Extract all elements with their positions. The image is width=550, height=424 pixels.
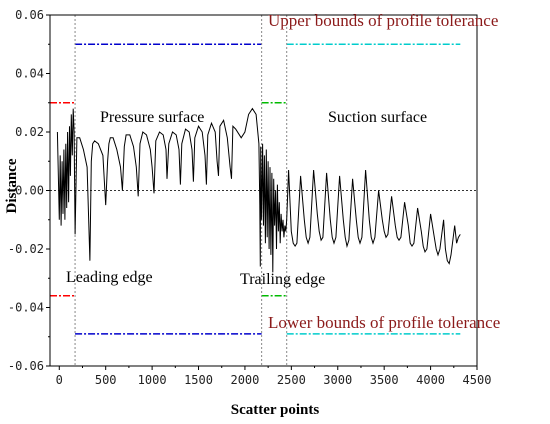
x-tick-label-1: 500 <box>95 373 117 387</box>
y-tick-label-0: -0.06 <box>8 359 44 373</box>
y-tick-label-5: 0.04 <box>15 67 44 81</box>
region-boundary-lines <box>74 15 288 366</box>
x-tick-label-0: 0 <box>56 373 63 387</box>
lower-bounds-label: Lower bounds of profile tolerance <box>268 313 500 332</box>
y-tick-label-2: -0.02 <box>8 242 44 256</box>
y-axis-ticks: -0.06 -0.04 -0.02 0.00 0.02 0.04 0.06 <box>8 8 50 373</box>
series-line <box>56 107 461 273</box>
x-tick-label-2: 1000 <box>138 373 167 387</box>
pressure-surface-label: Pressure surface <box>100 109 204 126</box>
y-tick-label-1: -0.04 <box>8 301 44 315</box>
x-tick-label-5: 2500 <box>277 373 306 387</box>
y-tick-label-3: 0.00 <box>15 184 44 198</box>
trailing-edge-label: Trailing edge <box>240 271 325 288</box>
suction-surface-label: Suction surface <box>328 109 427 126</box>
x-tick-label-3: 1500 <box>184 373 213 387</box>
x-tick-label-7: 3500 <box>370 373 399 387</box>
upper-bounds-label: Upper bounds of profile tolerance <box>268 11 498 30</box>
x-tick-label-6: 3000 <box>323 373 352 387</box>
x-axis-title: Scatter points <box>231 402 320 418</box>
x-tick-label-4: 2000 <box>230 373 259 387</box>
x-axis-ticks: 0 500 1000 1500 2000 2500 3000 3500 4000 4500 <box>56 366 492 387</box>
y-tick-label-4: 0.02 <box>15 125 44 139</box>
y-axis-title: Distance <box>4 158 20 213</box>
tolerance-bounds-layer <box>50 43 461 335</box>
x-tick-label-8: 4000 <box>416 373 445 387</box>
leading-edge-label: Leading edge <box>66 269 153 286</box>
y-tick-label-6: 0.06 <box>15 8 44 22</box>
x-tick-label-9: 4500 <box>463 373 492 387</box>
